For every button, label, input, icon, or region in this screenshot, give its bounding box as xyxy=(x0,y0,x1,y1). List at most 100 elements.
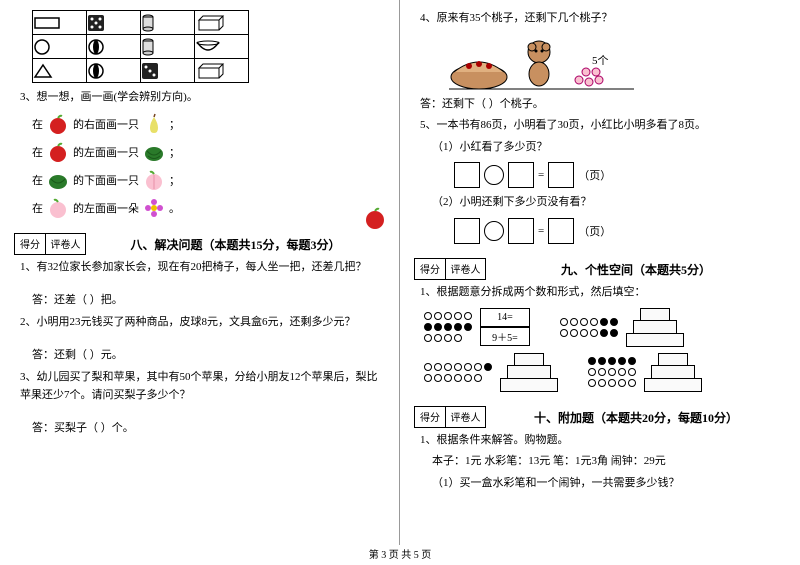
fruit-row-3: 在 的下面画一只 ； xyxy=(32,169,385,191)
blank-box[interactable] xyxy=(454,162,480,188)
apple-icon xyxy=(47,113,69,135)
score-box-9: 得分 评卷人 九、个性空间（本题共5分） xyxy=(414,258,786,280)
flower-icon xyxy=(143,197,165,219)
page-footer: 第 3 页 共 5 页 xyxy=(0,546,800,561)
q10-1: 1、根据条件来解答。购物题。 xyxy=(420,432,786,450)
dot-group xyxy=(424,363,492,382)
text-post: 的右面画一只 xyxy=(73,116,139,132)
q5: 5、一本书有86页，小明看了30页，小红比小明多看了8页。 xyxy=(420,117,786,135)
a4: 答：还剩下（ ）个桃子。 xyxy=(420,96,786,114)
cell-cuboid2 xyxy=(195,59,249,83)
score-cell[interactable]: 得分 xyxy=(414,258,446,280)
q8-3: 3、幼儿园买了梨和苹果，其中有50个苹果，分给小朋友12个苹果后，梨比苹果还少7… xyxy=(20,369,385,404)
text-end: ； xyxy=(169,172,180,188)
q5-2: （2）小明还剩下多少页没有看？ xyxy=(432,194,786,212)
text-pre: 在 xyxy=(32,172,43,188)
score-cell[interactable]: 得分 xyxy=(414,406,446,428)
calc-box-1: 14= xyxy=(480,308,530,328)
q5-1: （1）小红看了多少页？ xyxy=(432,139,786,157)
text-post: 的左面画一朵 xyxy=(73,200,139,216)
apple-icon xyxy=(47,141,69,163)
cell-dice xyxy=(87,11,141,35)
cell-tri xyxy=(33,59,87,83)
blank-circle[interactable] xyxy=(484,221,504,241)
blank-box[interactable] xyxy=(508,162,534,188)
text-end: ； xyxy=(169,116,180,132)
stack-boxes xyxy=(644,353,702,392)
cell-dice2 xyxy=(141,59,195,83)
score-box-8: 得分 评卷人 八、解决问题（本题共15分，每题3分） xyxy=(14,233,385,255)
left-column: 3、想一想，画一画(学会辨别方向)。 在 的右面画一只 ； 在 的左面画一只 ；… xyxy=(0,0,400,545)
text-end: ； xyxy=(169,144,180,160)
text-pre: 在 xyxy=(32,144,43,160)
dot-group xyxy=(424,312,472,342)
cell-can xyxy=(141,11,195,35)
a8-3: 答：买梨子（ ）个。 xyxy=(32,420,385,438)
blank-circle[interactable] xyxy=(484,165,504,185)
equals-sign: = xyxy=(538,225,544,237)
calc-boxes: 14= 9＋5= xyxy=(480,308,530,347)
watermelon-icon xyxy=(47,169,69,191)
cell-cuboid xyxy=(195,11,249,35)
q10-1-1: （1）买一盒水彩笔和一个闹钟，一共需要多少钱？ xyxy=(432,475,786,493)
stack-boxes xyxy=(500,353,558,392)
q8-1: 1、有32位家长参加家长会，现在有20把椅子，每人坐一把，还差几把？ xyxy=(20,259,385,277)
cell-oval2 xyxy=(87,59,141,83)
q10-items: 本子：1元 水彩笔：13元 笔：1元3角 闹钟：29元 xyxy=(432,453,786,471)
blank-box[interactable] xyxy=(454,218,480,244)
dot-group xyxy=(588,357,636,387)
cell-oval1 xyxy=(87,35,141,59)
monkey-illustration: 5个 xyxy=(444,32,786,92)
text-pre: 在 xyxy=(32,116,43,132)
cell-bigcirc xyxy=(33,35,87,59)
dot-group xyxy=(560,318,618,337)
blank-box[interactable] xyxy=(548,218,574,244)
floating-apple-icon xyxy=(363,206,387,230)
text-end: 。 xyxy=(169,200,180,216)
table-row xyxy=(33,35,249,59)
section-9-title: 九、个性空间（本题共5分） xyxy=(486,261,786,280)
q8-2: 2、小明用23元钱买了两种商品，皮球8元，文具盒6元，还剩多少元？ xyxy=(20,314,385,332)
q9-1: 1、根据题意分拆成两个数和形式，然后填空： xyxy=(420,284,786,302)
section-8-title: 八、解决问题（本题共15分，每题3分） xyxy=(86,236,385,255)
watermelon-icon xyxy=(143,141,165,163)
equation-row-1: = （页） xyxy=(454,162,786,188)
equals-sign: = xyxy=(538,169,544,181)
fruit-row-1: 在 的右面画一只 ； xyxy=(32,113,385,135)
q3-text: 3、想一想，画一画(学会辨别方向)。 xyxy=(20,89,385,107)
score-box-10: 得分 评卷人 十、附加题（本题共20分，每题10分） xyxy=(414,406,786,428)
calc-box-2: 9＋5= xyxy=(480,326,530,346)
text-post: 的下面画一只 xyxy=(73,172,139,188)
fruit-row-4: 在 的左面画一朵 。 xyxy=(32,197,385,219)
fruit-row-2: 在 的左面画一只 ； xyxy=(32,141,385,163)
peach-icon xyxy=(47,197,69,219)
right-column: 4、原来有35个桃子，还剩下几个桃子？ 5个 答：还剩下（ ）个桃 xyxy=(400,0,800,545)
peach-count-label: 5个 xyxy=(592,54,609,67)
unit-label: （页） xyxy=(578,167,611,183)
unit-label: （页） xyxy=(578,223,611,239)
text-post: 的左面画一只 xyxy=(73,144,139,160)
text-pre: 在 xyxy=(32,200,43,216)
cell-can2 xyxy=(141,35,195,59)
blank-box[interactable] xyxy=(548,162,574,188)
score-cell[interactable]: 得分 xyxy=(14,233,46,255)
blank-box[interactable] xyxy=(508,218,534,244)
grader-cell[interactable]: 评卷人 xyxy=(446,406,486,428)
equation-row-2: = （页） xyxy=(454,218,786,244)
q4: 4、原来有35个桃子，还剩下几个桃子？ xyxy=(420,10,786,28)
dots-area-top: 14= 9＋5= xyxy=(424,308,786,347)
a8-1: 答：还差（ ）把。 xyxy=(32,292,385,310)
peach-icon xyxy=(143,169,165,191)
pear-icon xyxy=(143,113,165,135)
grader-cell[interactable]: 评卷人 xyxy=(46,233,86,255)
cell-bowl xyxy=(195,35,249,59)
dots-area-bottom xyxy=(424,353,786,392)
table-row xyxy=(33,11,249,35)
cell-rect xyxy=(33,11,87,35)
stack-boxes xyxy=(626,308,684,347)
grader-cell[interactable]: 评卷人 xyxy=(446,258,486,280)
shape-table xyxy=(32,10,249,83)
section-10-title: 十、附加题（本题共20分，每题10分） xyxy=(486,409,786,428)
table-row xyxy=(33,59,249,83)
a8-2: 答：还剩（ ）元。 xyxy=(32,347,385,365)
